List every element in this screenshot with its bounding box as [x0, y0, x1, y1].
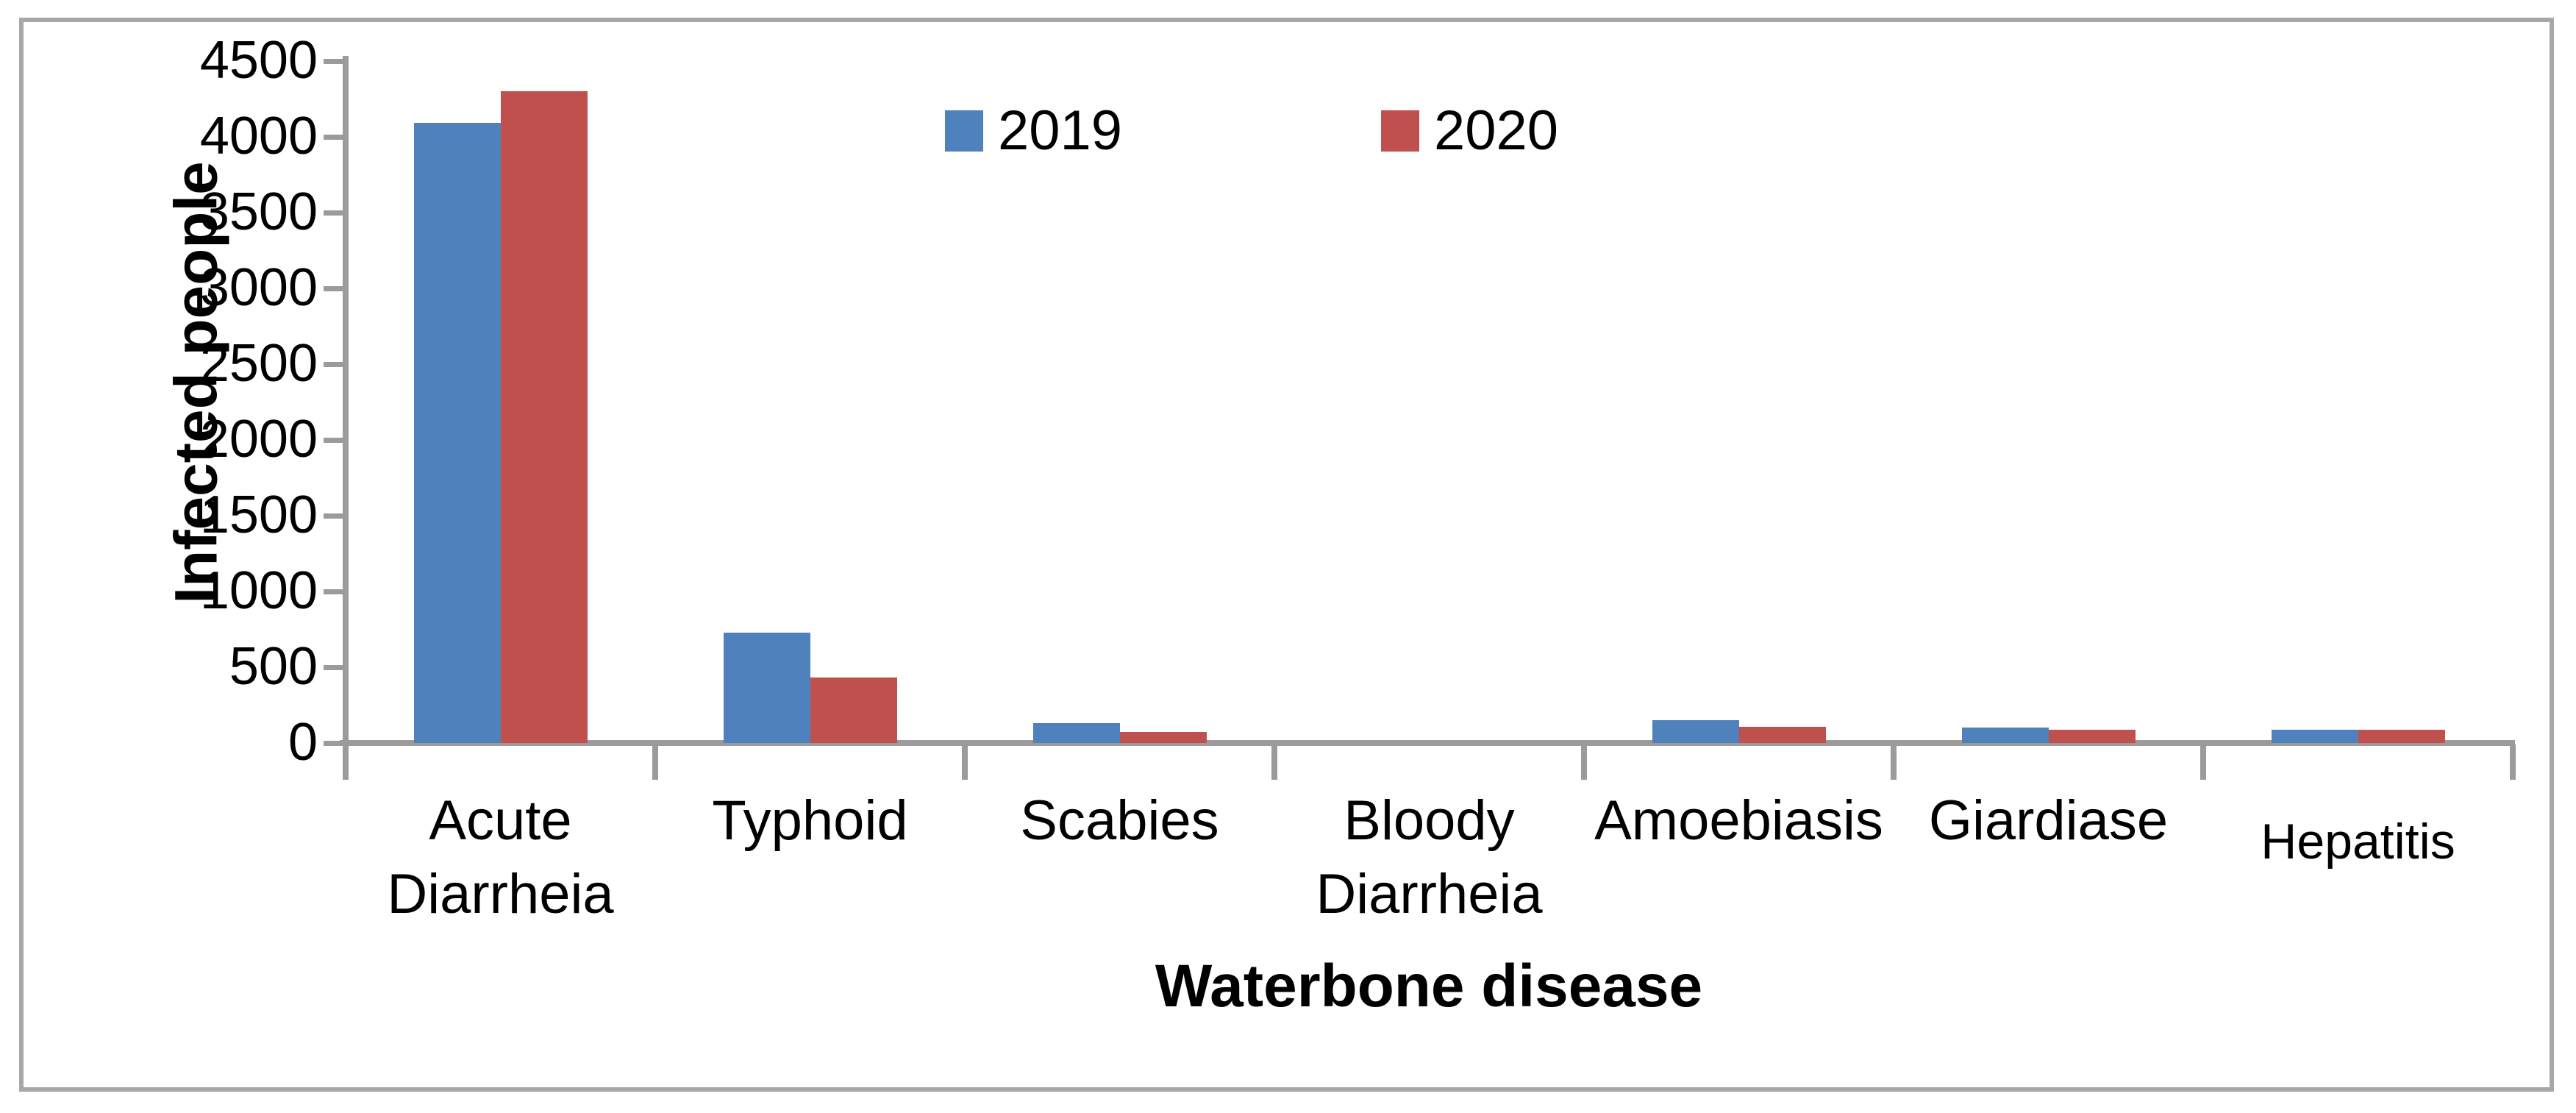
x-boundary-tick-3: [1271, 744, 1277, 780]
category-label-giardiase: Giardiase: [1928, 789, 2169, 852]
y-tick-label-4000: 4000: [199, 107, 318, 166]
y-tick-4500: [324, 59, 343, 64]
x-boundary-tick-0: [343, 744, 349, 780]
y-tick-3000: [324, 286, 343, 291]
bar-2020-amoebiasis: [1738, 727, 1826, 743]
bar-2020-giardiase: [2048, 730, 2136, 743]
bar-2020-scabies: [1119, 732, 1207, 743]
y-tick-label-1500: 1500: [199, 486, 318, 544]
x-boundary-tick-1: [652, 744, 658, 780]
x-axis-title: Waterbone disease: [1155, 953, 1703, 1020]
y-tick-label-3500: 3500: [199, 182, 318, 241]
bar-2020-acute-diarrheia: [500, 91, 588, 743]
y-axis-line: [343, 56, 349, 775]
category-label-bloody-diarrheia: Bloody Diarrheia: [1316, 789, 1543, 926]
legend-swatch-2020: [1381, 110, 1419, 152]
category-label-acute-diarrheia: Acute Diarrheia: [387, 789, 614, 926]
y-tick-0: [324, 741, 343, 746]
category-label-typhoid: Typhoid: [712, 789, 908, 852]
y-tick-label-0: 0: [288, 713, 318, 772]
y-tick-label-1000: 1000: [199, 561, 318, 620]
category-label-hepatitis: Hepatitis: [2261, 814, 2455, 870]
y-tick-2000: [324, 438, 343, 443]
y-tick-1500: [324, 513, 343, 519]
bar-2019-typhoid: [723, 633, 810, 743]
x-axis-line: [340, 740, 2515, 746]
category-label-amoebiasis: Amoebiasis: [1594, 789, 1883, 852]
bar-2019-scabies: [1032, 723, 1120, 743]
bar-2019-amoebiasis: [1652, 720, 1739, 743]
y-tick-500: [324, 665, 343, 670]
y-tick-label-4500: 4500: [199, 31, 318, 90]
legend-item-2020: 2020: [1381, 99, 1559, 162]
y-tick-label-3000: 3000: [199, 258, 318, 317]
legend-item-2019: 2019: [945, 99, 1123, 162]
legend-label-2020: 2020: [1434, 99, 1559, 162]
x-boundary-tick-4: [1581, 744, 1587, 780]
y-tick-label-2500: 2500: [199, 334, 318, 393]
bar-2020-hepatitis: [2358, 730, 2445, 743]
legend-swatch-2019: [945, 110, 983, 152]
y-tick-1000: [324, 589, 343, 594]
x-boundary-tick-5: [1891, 744, 1897, 780]
y-tick-2500: [324, 362, 343, 367]
bar-2019-acute-diarrheia: [413, 123, 501, 743]
y-tick-3500: [324, 210, 343, 216]
bar-2020-typhoid: [810, 678, 897, 743]
category-label-scabies: Scabies: [1020, 789, 1219, 852]
y-tick-label-500: 500: [229, 637, 318, 696]
bar-2019-giardiase: [1961, 728, 2049, 743]
x-boundary-tick-7: [2510, 744, 2516, 780]
x-boundary-tick-6: [2200, 744, 2206, 780]
x-boundary-tick-2: [962, 744, 968, 780]
y-tick-label-2000: 2000: [199, 410, 318, 469]
y-tick-4000: [324, 135, 343, 140]
legend-label-2019: 2019: [998, 99, 1123, 162]
bar-2019-hepatitis: [2271, 730, 2358, 743]
